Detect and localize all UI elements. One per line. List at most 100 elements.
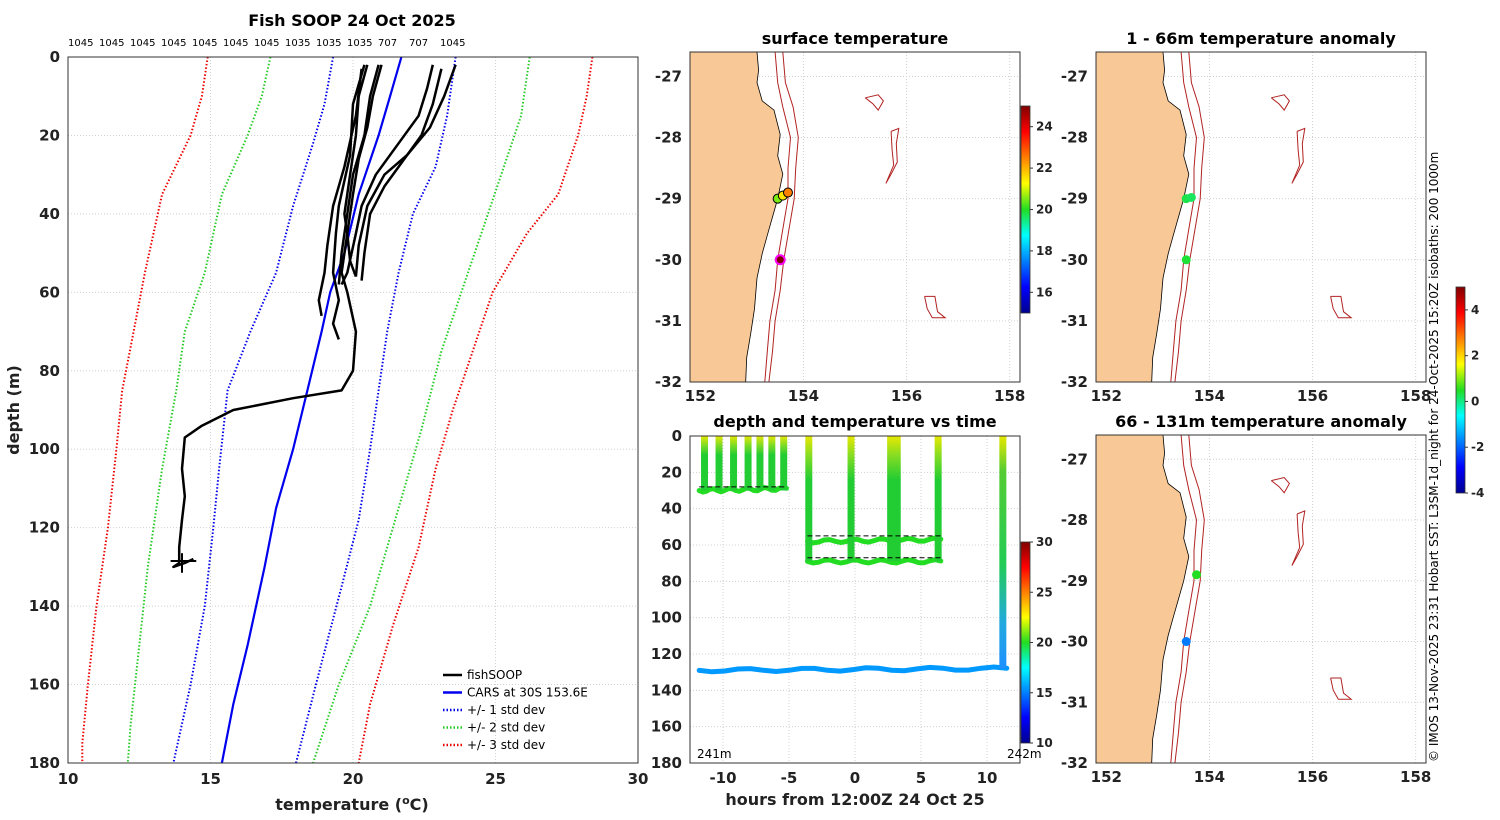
cast-column <box>847 436 855 562</box>
y-tick-label: 40 <box>39 205 60 223</box>
top-tick-label: 707 <box>409 38 428 49</box>
isobath-line <box>1174 52 1205 382</box>
seamount-isobath <box>1330 677 1353 700</box>
map-y-tick-label: -31 <box>1061 312 1088 330</box>
map-y-tick-label: -31 <box>1061 693 1088 711</box>
depth-time-x-axis-label: hours from 12:00Z 24 Oct 25 <box>725 790 984 809</box>
map-y-tick-label: -29 <box>655 190 682 208</box>
colorbar-tick-label: -2 <box>1471 440 1484 454</box>
x-tick-label: 15 <box>200 770 221 788</box>
corner-label-left: 241m <box>697 747 732 761</box>
cast-column <box>756 436 764 491</box>
seamount-isobath <box>885 127 900 184</box>
depth-track <box>696 664 1010 675</box>
series-line <box>317 68 363 317</box>
seamount-isobath <box>924 295 947 319</box>
colorbar-tick-label: 16 <box>1036 285 1053 299</box>
profile-title: Fish SOOP 24 Oct 2025 <box>248 11 456 30</box>
isobath-line <box>764 52 792 382</box>
map-frame <box>1095 51 1427 383</box>
seamount-isobath <box>1330 295 1353 319</box>
colorbar-tick-label: 30 <box>1036 535 1053 549</box>
map-x-tick-label: 156 <box>891 387 922 405</box>
series-line <box>357 56 594 764</box>
y-tick-label: 120 <box>651 645 682 663</box>
profile-axes-frame <box>67 56 639 764</box>
anomaly-66-131m-map: 66 - 131m temperature anomaly 152 154 156 15… <box>1061 412 1431 786</box>
top-tick-label: 1045 <box>99 38 124 49</box>
map-frame <box>1095 434 1427 764</box>
y-tick-label: 20 <box>661 463 682 481</box>
top-tick-label: 1045 <box>254 38 279 49</box>
map-x-tick-label: 154 <box>1194 768 1225 786</box>
cast-column <box>701 436 709 491</box>
cast-column <box>999 436 1007 669</box>
x-tick-label: 0 <box>850 769 860 787</box>
y-tick-label: 160 <box>651 718 682 736</box>
profile-y-axis-label: depth (m) <box>4 365 23 455</box>
y-tick-label: 80 <box>39 362 60 380</box>
x-tick-label: -10 <box>709 769 736 787</box>
map-y-tick-label: -29 <box>1061 190 1088 208</box>
top-tick-label: 1035 <box>285 38 310 49</box>
colorbar-tick-label: 2 <box>1471 349 1479 363</box>
profile-location-point <box>1181 637 1191 647</box>
colorbar-gradient <box>1455 286 1466 494</box>
map-y-tick-label: -29 <box>1061 572 1088 590</box>
colorbar-tick-label: 10 <box>1036 736 1053 750</box>
series-line <box>81 56 209 763</box>
colorbar-tick-label: 24 <box>1036 120 1053 134</box>
seamount-isobath <box>864 94 885 111</box>
y-tick-label: 20 <box>39 126 60 144</box>
y-tick-label: 180 <box>29 754 60 772</box>
top-tick-label: 1045 <box>161 38 186 49</box>
profile-x-axis-label: temperature (oC) <box>275 794 428 814</box>
profile-location-point <box>782 187 793 198</box>
map-y-tick-label: -30 <box>655 251 682 269</box>
colorbar-gradient <box>1020 105 1031 314</box>
isobath-line <box>768 52 799 382</box>
anomaly-colorbar: -4 -2 0 2 4 <box>1455 286 1484 500</box>
colorbar-tick-label: -4 <box>1471 486 1484 500</box>
map-y-tick-label: -31 <box>655 312 682 330</box>
colorbar-gradient <box>1020 541 1031 744</box>
corner-label-right: 242m <box>1007 747 1042 761</box>
x-tick-label: 20 <box>343 770 364 788</box>
legend-label: +/- 3 std dev <box>467 738 545 752</box>
map-y-tick-label: -30 <box>1061 633 1088 651</box>
map-x-tick-label: 158 <box>994 387 1025 405</box>
x-tick-label: -5 <box>781 769 798 787</box>
depth-track <box>805 557 944 566</box>
cast-column <box>744 436 752 491</box>
y-tick-label: 140 <box>651 681 682 699</box>
legend-label: CARS at 30S 153.6E <box>467 686 588 700</box>
seamount-isobath <box>1270 476 1291 494</box>
map-y-tick-label: -32 <box>1061 754 1088 772</box>
map-y-tick-label: -28 <box>1061 511 1088 529</box>
cast-column <box>893 436 901 562</box>
cast-column <box>887 436 895 562</box>
map-y-tick-label: -28 <box>1061 129 1088 147</box>
y-tick-label: 40 <box>661 500 682 518</box>
cast-column <box>780 436 788 491</box>
map-x-tick-label: 158 <box>1400 387 1431 405</box>
y-tick-label: 0 <box>50 48 60 66</box>
y-tick-label: 180 <box>651 754 682 772</box>
map-x-tick-label: 152 <box>685 387 716 405</box>
colorbar-tick-label: 22 <box>1036 161 1053 175</box>
top-tick-label: 1045 <box>440 38 465 49</box>
y-tick-label: 60 <box>39 283 60 301</box>
depth-time-axes-frame <box>689 435 1021 764</box>
x-tick-label: 25 <box>485 770 506 788</box>
depth-time-title: depth and temperature vs time <box>713 412 996 431</box>
profile-location-point <box>774 254 786 266</box>
y-tick-label: 100 <box>651 609 682 627</box>
map-y-tick-label: -28 <box>655 129 682 147</box>
map-x-tick-label: 152 <box>1091 768 1122 786</box>
temperature-profile-panel: Fish SOOP 24 Oct 2025 1045 1045 1045 1045 10… <box>4 11 648 814</box>
y-tick-label: 140 <box>29 597 60 615</box>
series-line <box>220 56 403 764</box>
map-y-tick-label: -30 <box>1061 251 1088 269</box>
y-tick-label: 120 <box>29 519 60 537</box>
